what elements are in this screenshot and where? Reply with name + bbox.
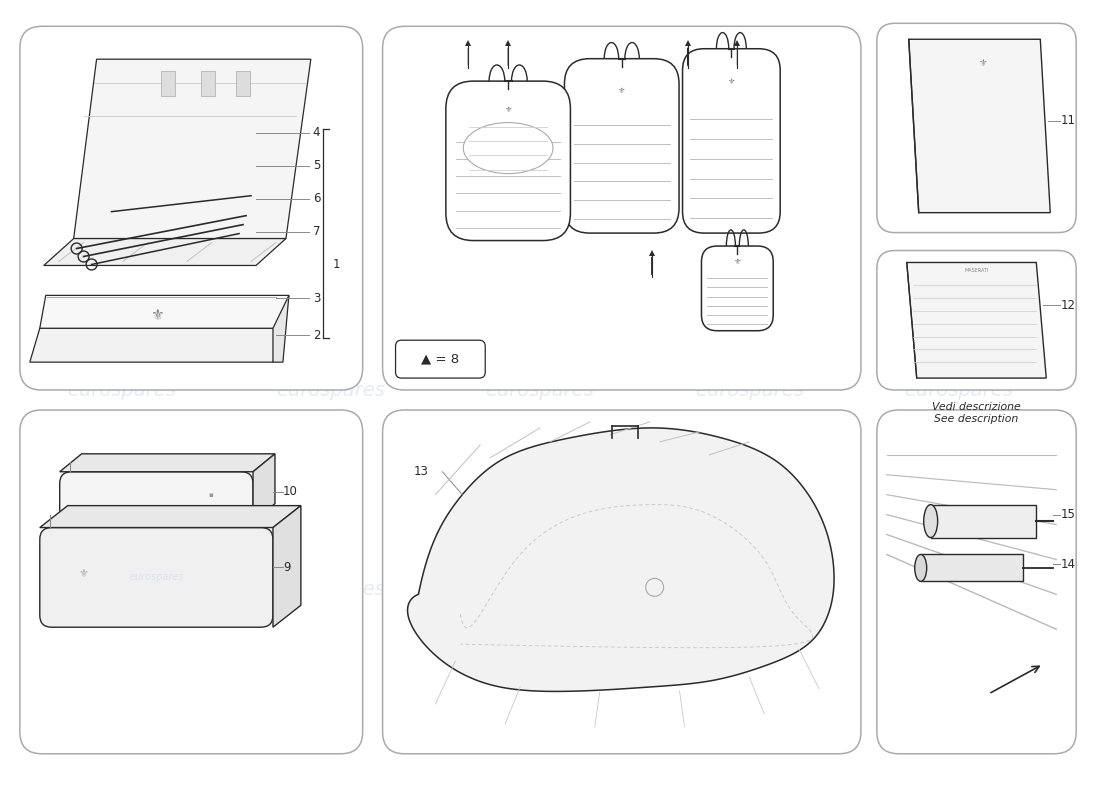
- Text: eurospares: eurospares: [695, 381, 804, 399]
- Text: eurospares: eurospares: [67, 580, 176, 599]
- Polygon shape: [59, 454, 275, 472]
- FancyBboxPatch shape: [20, 410, 363, 754]
- FancyBboxPatch shape: [40, 527, 273, 627]
- Text: 6: 6: [312, 192, 320, 206]
- Text: eurospares: eurospares: [276, 580, 385, 599]
- FancyBboxPatch shape: [383, 410, 861, 754]
- FancyBboxPatch shape: [682, 49, 780, 233]
- Polygon shape: [74, 59, 311, 238]
- FancyBboxPatch shape: [702, 246, 773, 330]
- FancyBboxPatch shape: [877, 250, 1076, 390]
- Text: 9: 9: [283, 561, 290, 574]
- Polygon shape: [40, 506, 301, 527]
- Text: ⚜: ⚜: [505, 106, 512, 114]
- Text: 10: 10: [283, 485, 298, 498]
- Text: eurospares: eurospares: [485, 381, 594, 399]
- Text: 13: 13: [414, 466, 428, 478]
- Polygon shape: [906, 262, 1046, 378]
- Text: 4: 4: [312, 126, 320, 139]
- Ellipse shape: [463, 122, 553, 174]
- FancyBboxPatch shape: [20, 26, 363, 390]
- Bar: [201, 71, 216, 96]
- Text: 14: 14: [1060, 558, 1075, 571]
- Text: 5: 5: [312, 159, 320, 172]
- Text: ⚜: ⚜: [979, 58, 988, 68]
- Text: 11: 11: [1060, 114, 1075, 127]
- FancyBboxPatch shape: [396, 340, 485, 378]
- Text: eurospares: eurospares: [904, 580, 1013, 599]
- Text: 3: 3: [312, 292, 320, 305]
- Text: 1: 1: [333, 258, 340, 271]
- Ellipse shape: [924, 505, 937, 538]
- Text: 7: 7: [312, 225, 320, 238]
- FancyBboxPatch shape: [877, 23, 1076, 233]
- Bar: [236, 71, 250, 96]
- Text: eurospares: eurospares: [485, 580, 594, 599]
- Polygon shape: [44, 238, 286, 266]
- Polygon shape: [931, 505, 1036, 538]
- Bar: [162, 71, 175, 96]
- Polygon shape: [40, 295, 289, 328]
- Polygon shape: [921, 554, 1023, 582]
- Text: eurospares: eurospares: [695, 580, 804, 599]
- FancyBboxPatch shape: [877, 410, 1076, 754]
- Polygon shape: [273, 295, 289, 362]
- Text: ⚜: ⚜: [734, 257, 741, 266]
- FancyBboxPatch shape: [564, 58, 679, 233]
- Text: Vedi descrizione
See description: Vedi descrizione See description: [932, 402, 1021, 423]
- Ellipse shape: [915, 554, 926, 582]
- Text: ▲ = 8: ▲ = 8: [421, 353, 460, 366]
- Text: 15: 15: [1060, 508, 1075, 521]
- Text: ⚜: ⚜: [78, 570, 89, 579]
- FancyBboxPatch shape: [383, 26, 861, 390]
- Text: eurospares: eurospares: [904, 381, 1013, 399]
- FancyBboxPatch shape: [59, 472, 253, 522]
- Text: ⚜: ⚜: [150, 308, 163, 322]
- Text: ▪: ▪: [209, 492, 213, 498]
- Text: eurospares: eurospares: [129, 572, 184, 582]
- Polygon shape: [273, 506, 301, 627]
- Polygon shape: [407, 428, 834, 691]
- Text: eurospares: eurospares: [67, 381, 176, 399]
- Text: ⚜: ⚜: [727, 78, 735, 86]
- Text: 12: 12: [1060, 299, 1075, 312]
- Polygon shape: [253, 454, 275, 522]
- Text: ⚜: ⚜: [618, 86, 626, 94]
- Polygon shape: [909, 39, 1050, 213]
- Text: MASERATI: MASERATI: [965, 268, 989, 273]
- Text: eurospares: eurospares: [276, 381, 385, 399]
- FancyBboxPatch shape: [446, 81, 571, 241]
- Polygon shape: [30, 328, 283, 362]
- Text: 2: 2: [312, 329, 320, 342]
